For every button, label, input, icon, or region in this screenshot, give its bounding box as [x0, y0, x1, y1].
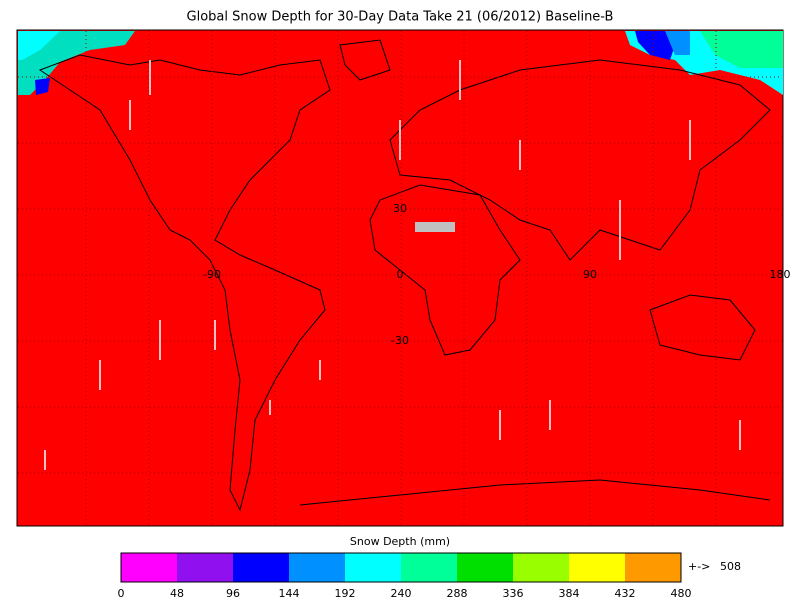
colorbar-swatch: [401, 553, 457, 582]
map-frame: [16, 29, 784, 527]
colorbar-tick-label: 0: [118, 587, 125, 600]
colorbar-label: Snow Depth (mm): [350, 535, 450, 548]
coastline: [369, 184, 521, 356]
colorbar-tick-label: 288: [447, 587, 468, 600]
colorbar-tick-label: 336: [503, 587, 524, 600]
snow-area: [700, 31, 783, 68]
coastline: [339, 39, 391, 81]
coastline: [649, 294, 756, 361]
coastline: [389, 59, 771, 261]
colorbar-swatch: [457, 553, 513, 582]
snow-area: [18, 31, 60, 60]
snow-area: [18, 31, 135, 95]
snow-area: [35, 78, 50, 95]
colorbar-tick-label: 192: [335, 587, 356, 600]
colorbar-tick-label: 432: [615, 587, 636, 600]
colorbar-tick-label: 48: [170, 587, 184, 600]
lon-label: 180: [770, 268, 791, 281]
colorbar-frame: [120, 552, 682, 583]
overflow-value: 508: [720, 560, 741, 573]
colorbar-swatch: [513, 553, 569, 582]
lat-label: 0: [397, 268, 404, 281]
snow-area: [635, 31, 675, 60]
colorbar-swatch: [121, 553, 177, 582]
colorbar-swatch: [289, 553, 345, 582]
colorbar-tick-label: 480: [671, 587, 692, 600]
colorbar-swatch: [177, 553, 233, 582]
lon-label: -90: [203, 268, 221, 281]
lon-label: 90: [583, 268, 597, 281]
title: Global Snow Depth for 30-Day Data Take 2…: [187, 10, 614, 25]
colorbar-swatch: [625, 553, 681, 582]
colorbar-tick-label: 144: [279, 587, 300, 600]
coastline: [38, 54, 331, 512]
colorbar-swatch: [569, 553, 625, 582]
colorbar-tick-label: 240: [391, 587, 412, 600]
colorbar-tick-label: 384: [559, 587, 580, 600]
colorbar: Snow Depth (mm) 0 48 96 144 192 240 288 336 384 4…: [118, 535, 742, 600]
lat-label: 30: [393, 202, 407, 215]
lat-label: -30: [391, 334, 409, 347]
map: 30 0 -30 -90 90 180: [16, 29, 791, 527]
no-data-area: [415, 222, 455, 232]
colorbar-swatch: [345, 553, 401, 582]
colorbar-tick-label: 96: [226, 587, 240, 600]
overflow-arrow: +->: [688, 560, 710, 573]
snow-area: [665, 31, 690, 55]
colorbar-swatch: [233, 553, 289, 582]
coastline: [299, 479, 771, 506]
